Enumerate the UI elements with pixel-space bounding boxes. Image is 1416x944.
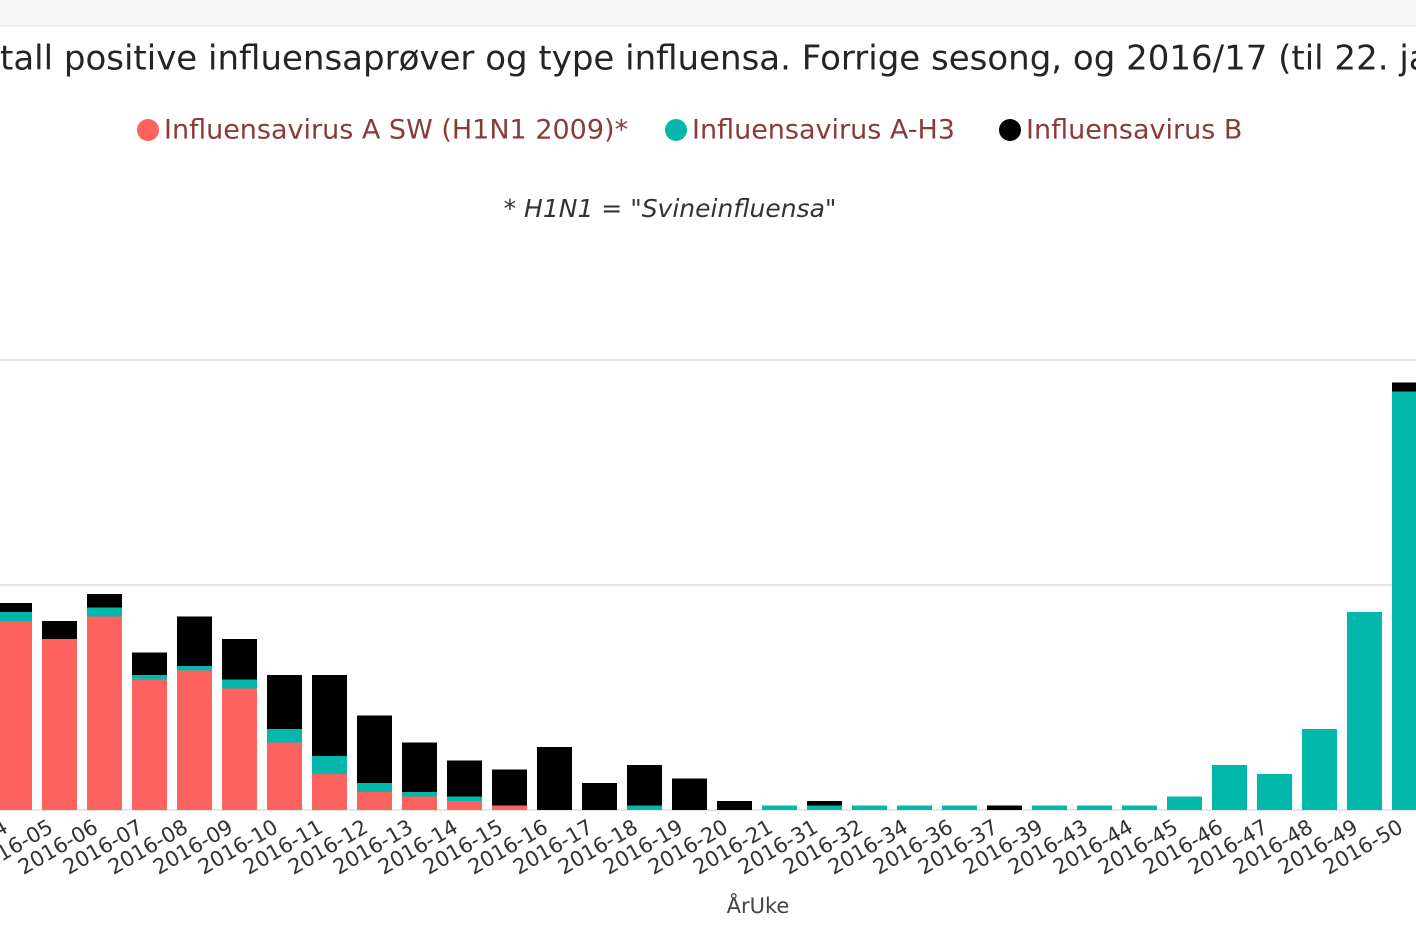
bar-segment	[897, 805, 932, 810]
bar-segment	[177, 616, 212, 666]
bar-segment	[402, 796, 437, 810]
bar-segment	[672, 778, 707, 810]
bar-segment	[1032, 805, 1067, 810]
bar-segment	[267, 729, 302, 743]
bar-segment	[402, 742, 437, 792]
bar-segment	[987, 805, 1022, 810]
bar-segment	[222, 639, 257, 680]
bar-segment	[1392, 391, 1416, 810]
bar-segment	[132, 679, 167, 810]
bar-segment	[357, 792, 392, 810]
bar-segment	[312, 675, 347, 756]
bar-segment	[447, 801, 482, 810]
bar-segment	[222, 688, 257, 810]
bar-segment	[492, 769, 527, 806]
bar-segment	[627, 805, 662, 810]
bar-segment	[42, 621, 77, 639]
bar-segment	[132, 675, 167, 680]
bar-segment	[87, 616, 122, 810]
bar-segment	[852, 805, 887, 810]
legend-marker	[999, 119, 1021, 141]
legend-marker	[137, 119, 159, 141]
bar-segment	[1167, 796, 1202, 810]
bar-segment	[357, 783, 392, 792]
bar-segment	[1122, 805, 1157, 810]
bar-segment	[402, 792, 437, 797]
bar-segment	[267, 675, 302, 729]
bar-segment	[0, 612, 32, 621]
chart-title: tall positive influensaprøver og type in…	[0, 39, 1416, 79]
bar-segment	[582, 783, 617, 810]
legend-label: Influensavirus B	[1026, 115, 1242, 146]
legend-marker	[665, 119, 687, 141]
bar-segment	[177, 670, 212, 810]
bar-segment	[0, 621, 32, 810]
bar-segment	[447, 796, 482, 801]
bar-segment	[627, 765, 662, 806]
bar-segment	[0, 603, 32, 612]
bar-segment	[762, 805, 797, 810]
bar-segment	[447, 760, 482, 797]
bar-segment	[42, 639, 77, 810]
bar-segment	[177, 666, 212, 671]
bar-segment	[87, 607, 122, 617]
legend-label: Influensavirus A SW (H1N1 2009)*	[164, 115, 628, 146]
bar-segment	[492, 805, 527, 810]
bar-segment	[87, 594, 122, 608]
bar-segment	[1392, 382, 1416, 392]
bar-segment	[942, 805, 977, 810]
bar-segment	[717, 801, 752, 810]
top-strip	[0, 0, 1416, 26]
bar-segment	[312, 756, 347, 774]
bar-segment	[1257, 774, 1292, 810]
bar-segment	[537, 747, 572, 810]
bar-segment	[1347, 612, 1382, 810]
bar-segment	[222, 679, 257, 689]
bar-segment	[807, 805, 842, 810]
bar-segment	[807, 801, 842, 806]
bar-segment	[132, 652, 167, 675]
legend-label: Influensavirus A-H3	[692, 115, 955, 146]
bar-segment	[267, 742, 302, 810]
bar-segment	[1077, 805, 1112, 810]
x-axis-title: ÅrUke	[727, 892, 790, 918]
bar-segment	[312, 774, 347, 810]
bar-segment	[1212, 765, 1247, 810]
bar-segment	[1302, 729, 1337, 810]
bar-segment	[357, 715, 392, 783]
annotation: * H1N1 = "Svineinfluensa"	[504, 194, 837, 223]
